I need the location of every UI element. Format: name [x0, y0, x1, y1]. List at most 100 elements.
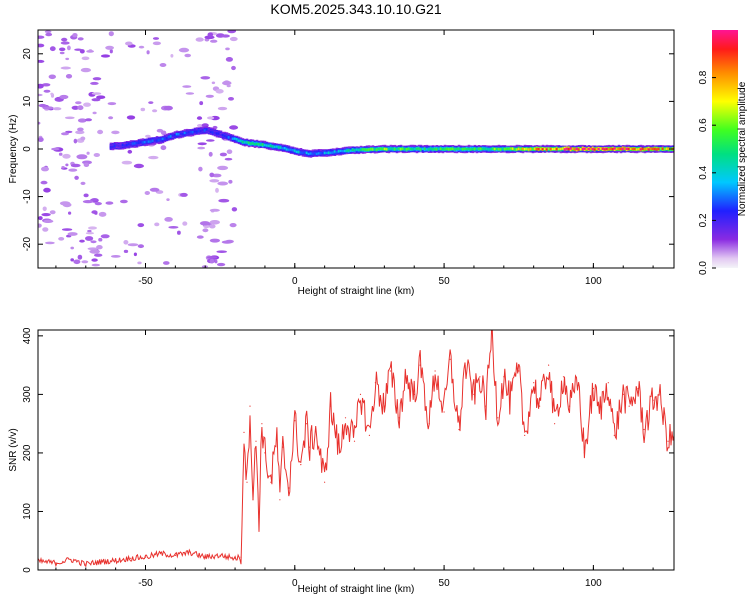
ridge-cell: [389, 147, 393, 150]
noise-blob: [60, 41, 70, 45]
noise-blob: [204, 35, 215, 40]
snr-point: [524, 434, 526, 436]
noise-blob: [182, 221, 188, 226]
snr-point: [279, 499, 281, 501]
ridge-cell: [471, 148, 475, 151]
ridge-cell: [353, 149, 357, 152]
ridge-cell: [121, 143, 125, 147]
ridge-cell: [657, 147, 661, 151]
spectrogram-panel: -50 0 50 100 -20 -10 0 10 20 Height of straight…: [8, 29, 675, 297]
snr-x-ticks: -50 0 50 100: [55, 330, 654, 589]
noise-blob: [217, 165, 229, 171]
ridge-cell: [411, 148, 415, 151]
noise-blob: [225, 47, 230, 51]
noise-blob: [231, 207, 238, 212]
noise-blob: [45, 32, 53, 37]
noise-blob: [61, 37, 68, 42]
noise-blob: [163, 105, 173, 111]
noise-blob: [200, 76, 211, 80]
ridge-cell: [493, 147, 497, 151]
ridge-cell: [611, 147, 615, 151]
noise-blob: [90, 81, 99, 85]
noise-blob: [209, 172, 215, 178]
snr-point: [398, 417, 400, 419]
ridge-cell: [171, 134, 175, 137]
ridge-cell: [445, 147, 449, 150]
noise-blob: [160, 130, 167, 136]
noise-blob: [59, 51, 65, 55]
ridge-cell: [459, 147, 463, 150]
ridge-cell: [329, 151, 333, 154]
ridge-cell: [461, 148, 465, 151]
ridge-cell: [155, 139, 159, 142]
noise-blob: [38, 216, 43, 221]
ridge-cell: [415, 147, 419, 150]
snr-point: [85, 563, 87, 565]
ridge-cell: [629, 147, 633, 150]
noise-blob: [65, 74, 73, 79]
ridge-cell: [149, 140, 153, 143]
noise-blob: [73, 138, 78, 144]
ridge-cell: [305, 151, 309, 154]
ridge-cell: [417, 147, 421, 150]
noise-blob: [227, 30, 236, 34]
ridge-cell: [659, 147, 663, 150]
ridge-cell: [349, 149, 353, 152]
ridge-cell: [241, 140, 245, 144]
snr-point: [324, 481, 326, 483]
noise-blob: [177, 230, 181, 235]
noise-blob: [41, 213, 51, 217]
ridge-cell: [159, 138, 163, 141]
ridge-cell: [213, 131, 217, 134]
ridge-cell: [331, 151, 335, 154]
y-tick-label: 200: [22, 444, 33, 461]
ridge-cell: [227, 136, 231, 139]
snr-panel: -50 0 50 100 0 100 200 300 400 Height of straig…: [8, 327, 675, 595]
noise-blob: [38, 83, 44, 89]
ridge-cell: [119, 144, 123, 147]
noise-blob: [184, 53, 191, 58]
spectrogram-ridge: [109, 126, 674, 158]
ridge-cell: [623, 147, 627, 150]
ridge-cell: [571, 147, 575, 150]
noise-blob: [87, 247, 99, 251]
noise-blob: [98, 237, 103, 242]
ridge-cell: [205, 128, 209, 131]
noise-blob: [108, 31, 114, 37]
ridge-cell: [595, 147, 599, 151]
noise-blob: [148, 155, 159, 160]
noise-blob: [154, 222, 160, 227]
ridge-cell: [217, 132, 221, 135]
noise-blob: [197, 124, 203, 128]
noise-blob: [59, 94, 69, 100]
ridge-cell: [489, 147, 493, 151]
snr-point: [562, 376, 565, 378]
noise-blob: [43, 89, 51, 93]
noise-blob: [107, 102, 117, 106]
noise-blob: [109, 49, 113, 54]
ridge-cell: [371, 148, 375, 151]
ridge-cell: [183, 131, 187, 135]
ridge-cell: [587, 147, 591, 151]
noise-blob: [87, 229, 92, 233]
ridge-cell: [367, 148, 371, 151]
snr-point: [622, 393, 624, 395]
chart-title: KOM5.2025.343.10.10.G21: [270, 1, 441, 17]
ridge-cell: [129, 143, 133, 146]
noise-blob: [88, 226, 97, 230]
noise-blob: [62, 202, 72, 208]
ridge-cell: [453, 148, 457, 151]
ridge-cell: [115, 144, 119, 147]
ridge-cell: [281, 147, 285, 150]
noise-blob: [77, 127, 84, 132]
ridge-cell: [579, 148, 583, 151]
ridge-cell: [569, 147, 573, 150]
noise-blob: [81, 260, 89, 264]
ridge-cell: [177, 133, 181, 136]
snr-point: [419, 364, 421, 366]
snr-point: [518, 370, 520, 372]
noise-blob: [67, 232, 78, 236]
ridge-cell: [655, 148, 659, 151]
ridge-cell: [261, 143, 265, 146]
snr-point: [383, 405, 385, 407]
